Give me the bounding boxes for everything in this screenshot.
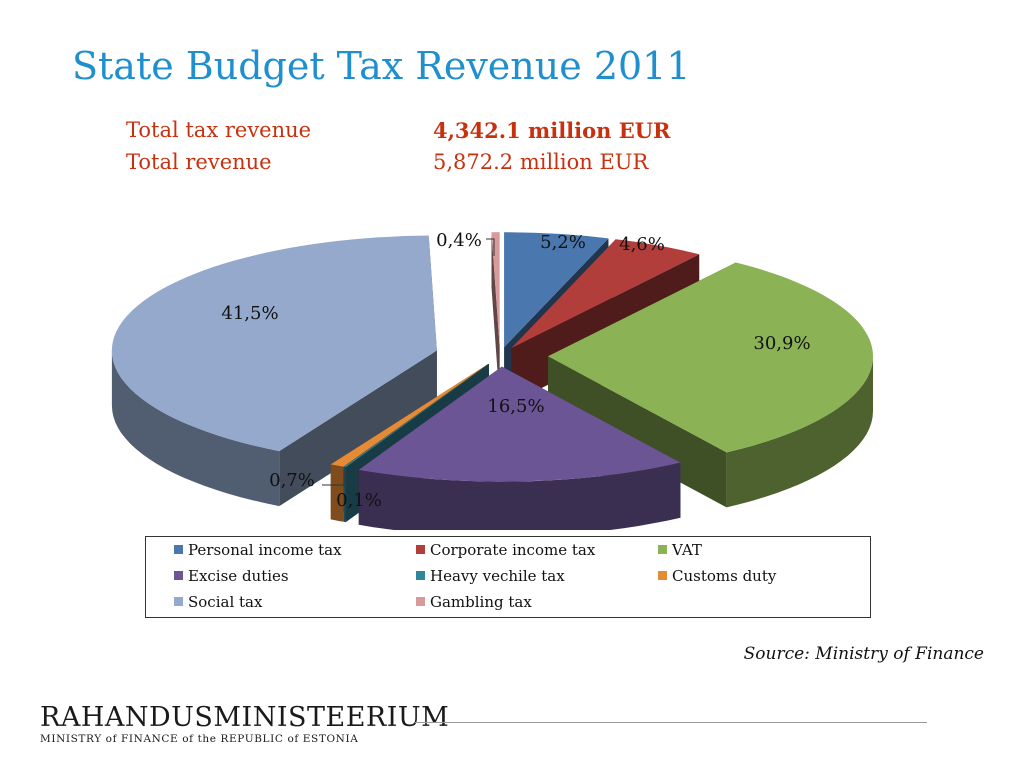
legend-label: Social tax (188, 593, 263, 611)
slice-top (547, 262, 873, 453)
legend-label: Excise duties (188, 567, 289, 585)
slice-wall-start (279, 350, 437, 507)
legend-swatch (658, 545, 667, 554)
legend-label: VAT (672, 541, 702, 559)
slice-top (358, 366, 681, 482)
data-label-vat: 30,9% (753, 333, 810, 354)
pie-slice-vat (547, 262, 873, 508)
slice-top (111, 235, 437, 452)
slice-top (511, 239, 700, 349)
data-label-social-tax: 41,5% (221, 303, 278, 324)
legend-label: Heavy vechile tax (430, 567, 565, 585)
legend-label: Gambling tax (430, 593, 532, 611)
legend-swatch (416, 571, 425, 580)
slice-top (491, 232, 500, 348)
footer-divider (415, 722, 927, 723)
slice-side (358, 462, 681, 530)
chart-legend: Personal income tax Corporate income tax V… (145, 536, 871, 618)
legend-item-vat: VAT (658, 541, 702, 559)
slice-side (726, 356, 873, 508)
ministry-logo-subtitle: MINISTRY of FINANCE of the REPUBLIC of E… (40, 733, 359, 745)
legend-item-gambling-tax: Gambling tax (416, 593, 532, 611)
legend-swatch (416, 597, 425, 606)
legend-item-customs-duty: Customs duty (658, 567, 776, 585)
page-title: State Budget Tax Revenue 2011 (72, 44, 691, 88)
leader-line-gambling (486, 238, 495, 256)
legend-item-personal-income-tax: Personal income tax (174, 541, 342, 559)
total-tax-revenue-value: 4,342.1 million EUR (433, 118, 671, 143)
legend-swatch (658, 571, 667, 580)
total-tax-revenue-label: Total tax revenue (126, 118, 312, 142)
slice-top (504, 232, 609, 348)
slice-top (343, 363, 489, 468)
legend-label: Personal income tax (188, 541, 342, 559)
data-label-personal-income-tax: 5,2% (540, 232, 586, 253)
data-label-corporate-income-tax: 4,6% (619, 234, 665, 255)
tax-revenue-pie-chart: 5,2% 4,6% 30,9% 16,5% 0,1% 0,7% 41,5% 0,4% (111, 230, 873, 530)
total-revenue-value: 5,872.2 million EUR (433, 150, 649, 174)
pie-slice-social-tax (111, 235, 437, 507)
source-note: Source: Ministry of Finance (743, 644, 984, 664)
legend-swatch (416, 545, 425, 554)
legend-label: Customs duty (672, 567, 777, 585)
total-revenue-label: Total revenue (126, 150, 272, 174)
slice-wall-end (547, 356, 727, 508)
legend-item-excise-duties: Excise duties (174, 567, 289, 585)
legend-item-corporate-income-tax: Corporate income tax (416, 541, 595, 559)
legend-label: Corporate income tax (430, 541, 596, 559)
data-label-heavy-vechile-tax: 0,1% (336, 490, 382, 511)
leader-line-customs (322, 470, 345, 486)
data-label-gambling-tax: 0,4% (436, 230, 482, 251)
ministry-logo: RAHANDUSMINISTEERIUM (40, 702, 450, 733)
legend-item-heavy-vechile-tax: Heavy vechile tax (416, 567, 565, 585)
slice-top (330, 363, 489, 467)
legend-swatch (174, 571, 183, 580)
legend-swatch (174, 545, 183, 554)
data-label-excise-duties: 16,5% (487, 396, 544, 417)
pie-slice-excise-duties (358, 366, 681, 530)
slice-wall-start (491, 232, 500, 403)
legend-swatch (174, 597, 183, 606)
data-label-customs-duty: 0,7% (269, 470, 315, 491)
pie-slice-gambling-tax (491, 232, 500, 403)
slice-side (111, 350, 280, 507)
slice-side (330, 464, 344, 522)
legend-item-social-tax: Social tax (174, 593, 262, 611)
